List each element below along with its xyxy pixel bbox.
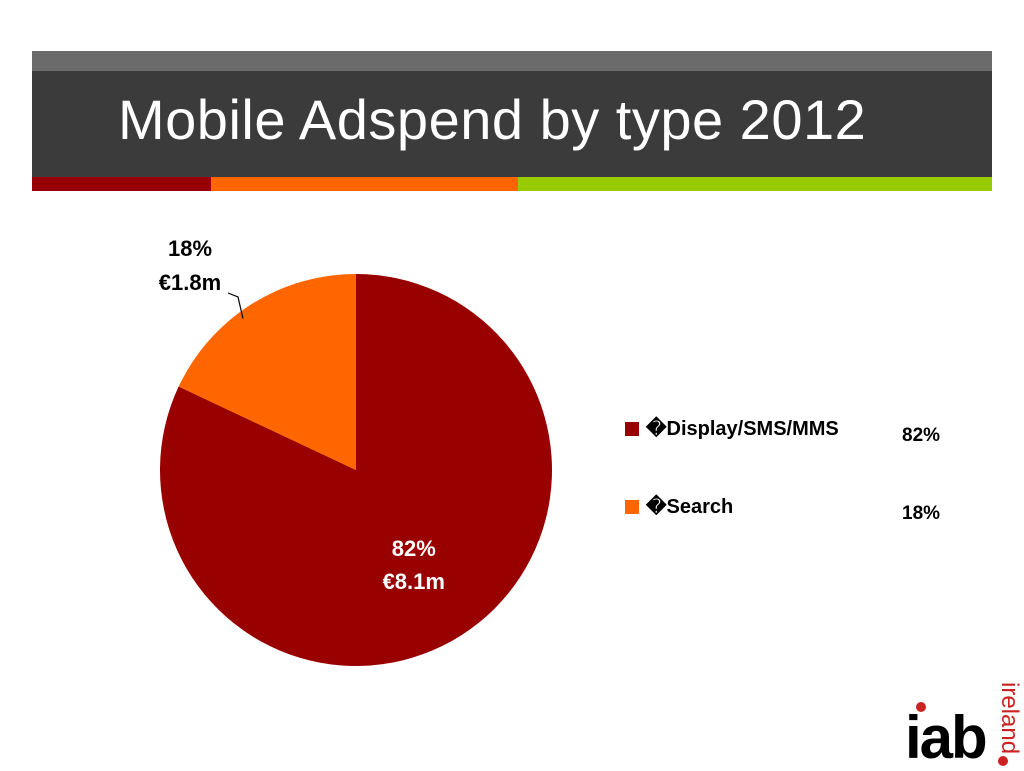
- legend-swatch: [625, 422, 639, 436]
- logo-dot-icon: [916, 702, 926, 712]
- slide-title: Mobile Adspend by type 2012: [118, 88, 867, 151]
- logo-dot-icon: [998, 756, 1008, 766]
- title-bar: [32, 71, 992, 177]
- data-label-percent: 82%: [392, 536, 436, 561]
- logo-iab-text: iab: [905, 704, 988, 771]
- accent-stripe-orange: [211, 177, 518, 191]
- legend-label: �Display/SMS/MMS: [645, 416, 839, 440]
- leader-line: [227, 292, 244, 319]
- pie-slice-display-sms-mms: [160, 274, 553, 666]
- legend-swatch: [625, 500, 639, 514]
- iab-ireland-logo: iab ireland: [905, 682, 1023, 771]
- data-label-amount: €8.1m: [383, 569, 445, 594]
- legend-value-search: 18%: [902, 503, 941, 524]
- title-bar-top: [32, 51, 992, 71]
- data-label-amount: €1.8m: [159, 270, 221, 295]
- logo-ireland-text: ireland: [996, 682, 1023, 755]
- legend-label: �Search: [645, 494, 733, 518]
- legend-value-display: 82%: [902, 425, 941, 446]
- data-label-percent: 18%: [168, 236, 212, 261]
- pie-slice-search: [178, 274, 356, 470]
- accent-stripe-red: [32, 177, 211, 191]
- accent-stripe-green: [518, 177, 992, 191]
